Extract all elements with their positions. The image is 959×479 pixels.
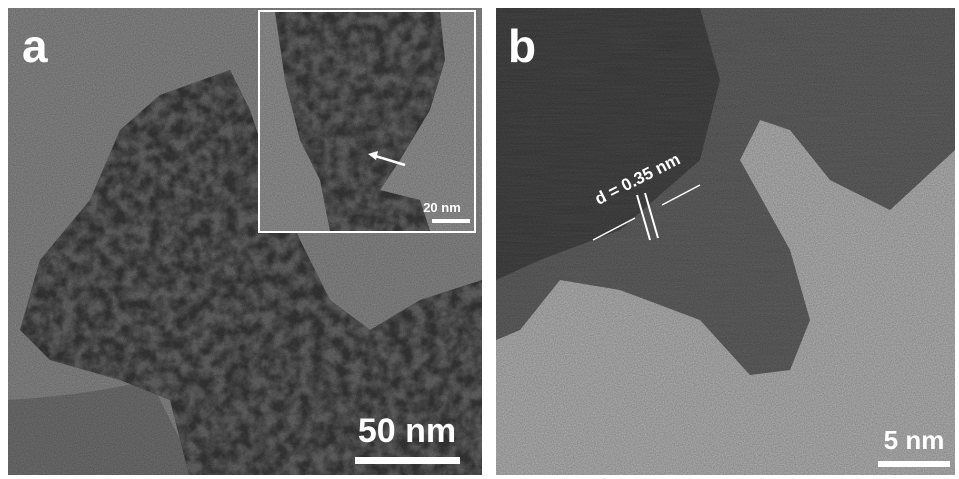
inset: 20 nm	[260, 12, 474, 231]
scale-label: 5 nm	[884, 425, 945, 455]
panel-label: a	[22, 20, 48, 72]
scale-bar	[878, 461, 950, 467]
panel-label: b	[508, 20, 536, 72]
panel-b	[496, 8, 955, 475]
scale-bar	[355, 457, 460, 464]
scale-bar	[432, 219, 470, 223]
scale-label: 20 nm	[423, 200, 461, 215]
figure: 20 nm a 50 nm b d = 0.35 nm 5 nm	[0, 0, 959, 479]
scale-label: 50 nm	[358, 412, 456, 450]
